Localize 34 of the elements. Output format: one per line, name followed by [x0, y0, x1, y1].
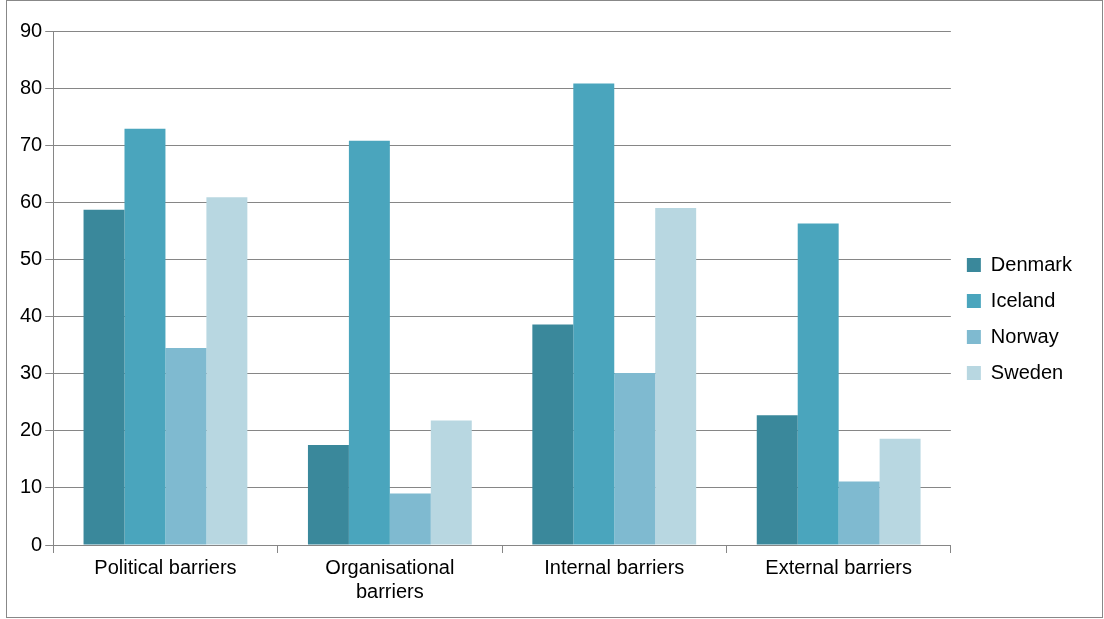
y-tick-label: 50	[20, 246, 43, 269]
bar	[206, 197, 248, 545]
y-tick-label: 70	[20, 132, 43, 155]
bar	[838, 481, 880, 545]
bar	[165, 347, 207, 545]
y-tick-label: 40	[20, 304, 43, 327]
y-tick-label: 0	[31, 532, 43, 555]
x-tick-label: External barriers	[765, 555, 913, 578]
y-tick-label: 60	[20, 189, 43, 212]
x-tick-label: Political barriers	[94, 555, 237, 578]
legend-label: Sweden	[990, 360, 1064, 383]
bar	[756, 415, 798, 545]
bar	[573, 83, 615, 545]
x-tick-label: Organisational barriers	[325, 555, 455, 602]
bar	[655, 208, 697, 545]
y-tick-label: 80	[20, 75, 43, 98]
bar	[307, 445, 349, 545]
y-tick-label: 90	[20, 18, 43, 41]
y-tick-label: 20	[20, 418, 43, 441]
legend-label: Denmark	[990, 252, 1073, 275]
bar	[348, 140, 390, 545]
bar	[797, 223, 839, 545]
bar	[532, 324, 574, 545]
bar	[83, 209, 125, 545]
bar	[389, 493, 431, 545]
y-tick-label: 10	[20, 475, 43, 498]
bar	[614, 373, 656, 545]
bar	[879, 438, 921, 545]
bar	[124, 128, 166, 545]
legend-label: Iceland	[990, 288, 1056, 311]
y-tick-label: 30	[20, 361, 43, 384]
legend-label: Norway	[990, 324, 1059, 347]
x-tick-label: Internal barriers	[544, 555, 685, 578]
bar	[430, 420, 472, 545]
